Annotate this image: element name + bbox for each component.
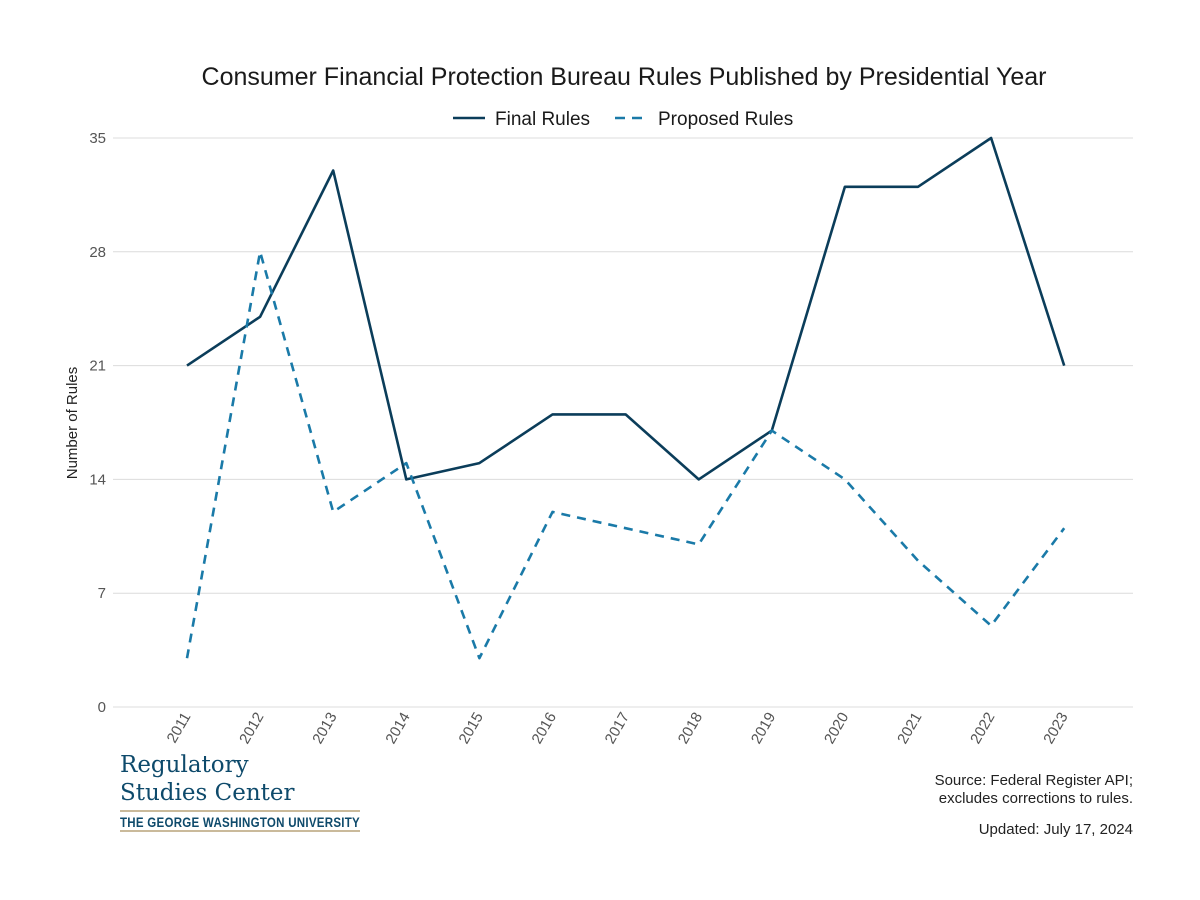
x-tick-label: 2021 xyxy=(894,710,925,747)
x-tick-label: 2022 xyxy=(967,710,998,747)
logo-line-2: Studies Center xyxy=(120,780,295,806)
series-proposed-rules xyxy=(185,250,1066,660)
x-tick-label: 2015 xyxy=(455,710,486,747)
source-line-2: excludes corrections to rules. xyxy=(939,790,1133,807)
x-tick-label: 2020 xyxy=(821,710,852,747)
rsc-logo: Regulatory Studies Center THE GEORGE WAS… xyxy=(120,752,360,832)
series-lines xyxy=(185,136,1066,660)
x-tick-label: 2013 xyxy=(309,710,340,747)
y-axis-label: Number of Rules xyxy=(64,367,81,480)
x-tick-label: 2017 xyxy=(602,710,633,747)
source-note: Source: Federal Register API; excludes c… xyxy=(935,772,1133,838)
series-final-rules xyxy=(186,136,1066,481)
x-axis-ticks: 2011 2012 2013 2014 2015 2016 2017 2018 2019 2020… xyxy=(164,710,1072,747)
x-tick-label: 2018 xyxy=(675,710,706,747)
x-tick-label: 2019 xyxy=(748,710,779,747)
y-tick-label: 7 xyxy=(98,585,106,602)
gridlines xyxy=(113,137,1133,708)
chart-title: Consumer Financial Protection Bureau Rul… xyxy=(202,63,1047,91)
logo-line-1: Regulatory xyxy=(120,752,249,778)
y-tick-label: 21 xyxy=(89,358,106,375)
source-line-1: Source: Federal Register API; xyxy=(935,772,1133,789)
logo-university: THE GEORGE WASHINGTON UNIVERSITY xyxy=(120,815,360,830)
x-tick-label: 2014 xyxy=(382,710,413,747)
x-tick-label: 2012 xyxy=(236,710,267,747)
x-tick-label: 2023 xyxy=(1040,710,1071,747)
y-tick-label: 14 xyxy=(89,471,106,488)
y-tick-label: 35 xyxy=(89,130,106,147)
x-tick-label: 2016 xyxy=(529,710,560,747)
x-tick-label: 2011 xyxy=(164,710,195,746)
legend-label-proposed: Proposed Rules xyxy=(658,109,793,130)
legend: Final Rules Proposed Rules xyxy=(453,109,793,130)
y-tick-label: 0 xyxy=(98,699,106,716)
updated-date: Updated: July 17, 2024 xyxy=(979,821,1133,838)
y-axis-ticks: 0 7 14 21 28 35 xyxy=(89,130,106,716)
legend-label-final: Final Rules xyxy=(495,109,590,130)
y-tick-label: 28 xyxy=(89,244,106,261)
